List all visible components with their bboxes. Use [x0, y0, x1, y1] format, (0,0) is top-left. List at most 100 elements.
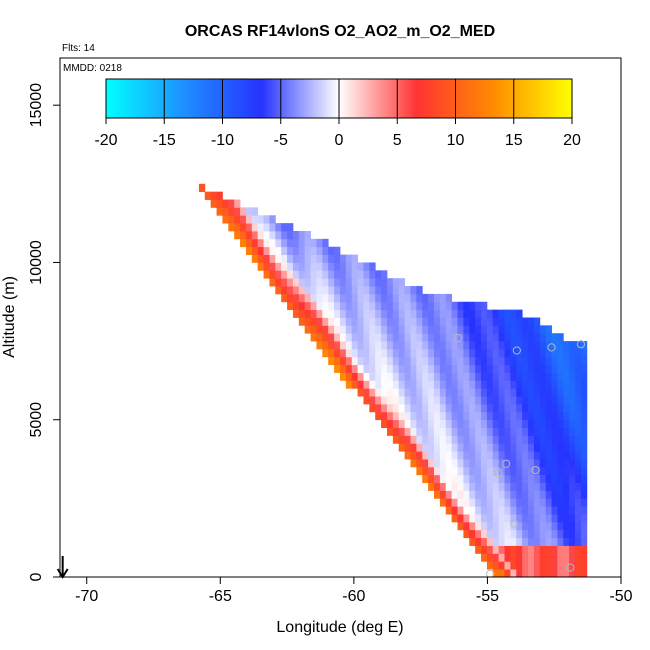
heatmap-cell [439, 443, 447, 452]
heatmap-cell [510, 529, 517, 539]
heatmap-cell [504, 317, 511, 326]
observation-point [576, 340, 586, 349]
heatmap-cell [445, 356, 453, 366]
heatmap-cell [369, 301, 376, 311]
heatmap-cell [551, 506, 558, 515]
heatmap-cell [481, 529, 488, 539]
heatmap-cell [334, 301, 341, 311]
heatmap-cell [363, 372, 370, 381]
heatmap-cell [357, 278, 364, 287]
heatmap-cell [428, 411, 435, 421]
heatmap-cell [545, 537, 552, 546]
heatmap-cell [510, 506, 517, 515]
heatmap-cell [322, 293, 329, 303]
heatmap-cell [569, 521, 576, 531]
heatmap-cell [369, 348, 376, 358]
heatmap-cell [481, 521, 488, 531]
heatmap-cell [545, 545, 552, 554]
heatmap-cell [545, 553, 552, 562]
heatmap-cell [533, 443, 541, 452]
heatmap-cell [334, 356, 341, 366]
heatmap-cell [398, 309, 406, 318]
heatmap-cell [351, 372, 358, 381]
heatmap-cell [428, 293, 435, 303]
heatmap-cell [357, 388, 364, 397]
heatmap-cell [457, 372, 464, 381]
heatmap-cell [316, 238, 323, 248]
heatmap-cell [575, 553, 582, 562]
heatmap-cell [533, 388, 541, 397]
heatmap-cell [422, 325, 429, 334]
heatmap-cell [422, 404, 429, 413]
heatmap-cell [416, 356, 423, 366]
heatmap-cell [322, 270, 329, 279]
heatmap-cell [345, 325, 353, 334]
heatmap-cell [428, 364, 435, 373]
heatmap-cell [533, 404, 541, 413]
heatmap-cell [428, 348, 435, 358]
heatmap-cell [351, 270, 358, 279]
heatmap-cell [481, 364, 488, 373]
heatmap-cell [469, 388, 476, 397]
heatmap-cell [504, 435, 511, 444]
heatmap-cell [398, 396, 406, 405]
heatmap-cell [381, 372, 388, 381]
heatmap-cell [492, 372, 500, 381]
heatmap-cell [563, 553, 570, 562]
heatmap-cell [404, 404, 411, 413]
heatmap-cell [410, 435, 417, 444]
heatmap-cell [445, 459, 453, 468]
heatmap-cell [516, 545, 523, 554]
x-axis-label: Longitude (deg E) [276, 619, 403, 636]
heatmap-cell [522, 521, 529, 531]
colorbar-segment [228, 79, 232, 118]
heatmap-cell [386, 364, 394, 373]
heatmap-cell [445, 317, 453, 326]
heatmap-cell [375, 356, 382, 366]
heatmap-cell [557, 490, 564, 499]
heatmap-cell [545, 474, 552, 484]
heatmap-cell [398, 301, 406, 311]
heatmap-cell [575, 341, 582, 350]
heatmap-cell [563, 545, 570, 554]
heatmap-cell [528, 435, 535, 444]
heatmap-cell [533, 317, 541, 326]
heatmap-cell [357, 372, 364, 381]
heatmap-cell [287, 278, 294, 287]
heatmap-cell [533, 569, 541, 577]
heatmap-cell [580, 380, 588, 389]
heatmap-cell [386, 333, 394, 342]
heatmap-cell [287, 286, 294, 295]
heatmap-cell [557, 506, 564, 515]
heatmap-cell [298, 293, 306, 303]
colorbar-segment [405, 79, 410, 118]
heatmap-cell [357, 309, 364, 318]
heatmap-cell [528, 569, 535, 577]
colorbar-segment [347, 79, 352, 118]
heatmap-cell [375, 325, 382, 334]
heatmap-cell [481, 411, 488, 421]
heatmap-cell [228, 207, 235, 216]
heatmap-cell [422, 364, 429, 373]
heatmap-cell [463, 396, 470, 405]
heatmap-cell [428, 419, 435, 428]
heatmap-cell [575, 427, 582, 436]
heatmap-cell [569, 372, 576, 381]
heatmap-cell [498, 514, 505, 523]
heatmap-cell [398, 435, 406, 444]
heatmap-cell [545, 372, 552, 381]
heatmap-cell [463, 506, 470, 515]
heatmap-cell [386, 293, 394, 303]
heatmap-cell [510, 341, 517, 350]
heatmap-cell [498, 309, 505, 318]
heatmap-cell [398, 325, 406, 334]
heatmap-cell [381, 293, 388, 303]
heatmap-cell [392, 435, 400, 444]
heatmap-cell [539, 545, 547, 554]
heatmap-cell [551, 537, 558, 546]
heatmap-cell [492, 380, 500, 389]
heatmap-cell [575, 569, 582, 577]
heatmap-cell [339, 348, 347, 358]
colorbar-segment [403, 79, 407, 118]
heatmap-cell [410, 388, 417, 397]
